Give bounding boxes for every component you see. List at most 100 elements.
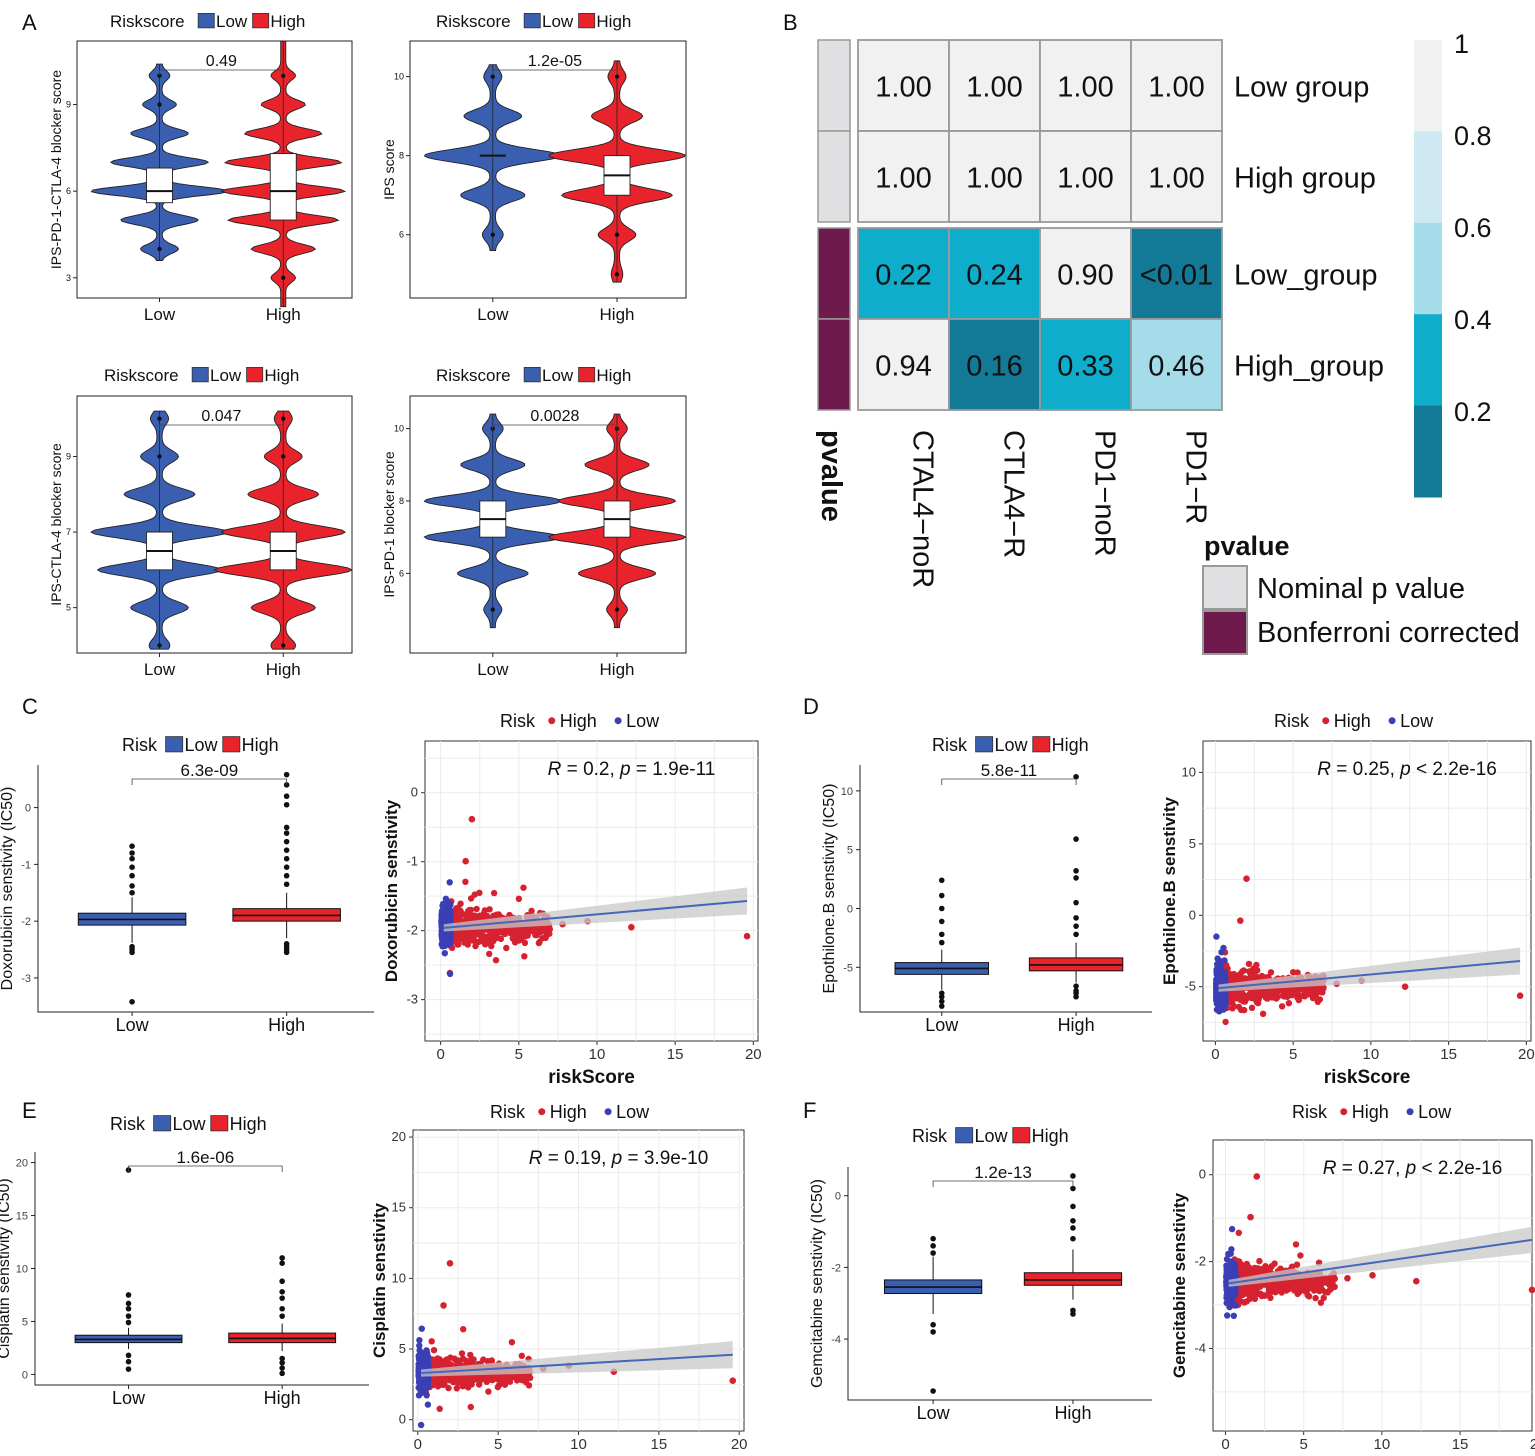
point-high <box>1302 1281 1309 1288</box>
point-high <box>1243 1260 1251 1268</box>
outlier-point <box>283 855 290 862</box>
significance-bracket <box>131 778 288 785</box>
legend-swatch-high <box>222 736 241 753</box>
point-low <box>1230 1312 1238 1320</box>
legend-title: Risk <box>110 1114 146 1134</box>
point-high <box>455 1374 462 1381</box>
gridlines <box>425 741 758 1041</box>
outlier-point <box>279 1289 285 1295</box>
panel-label-f: F <box>803 1098 816 1123</box>
point-high <box>1316 996 1324 1003</box>
point-high <box>430 1347 438 1354</box>
point-high <box>1256 1257 1263 1265</box>
point-high <box>454 1379 461 1387</box>
point-high <box>1274 988 1282 995</box>
outlier-point <box>125 1319 132 1326</box>
x-tick-label: Low <box>477 305 509 324</box>
legend-item-high: High <box>550 1102 587 1122</box>
point-high <box>515 895 523 902</box>
point-high <box>535 939 543 947</box>
outlier-point <box>279 1305 285 1312</box>
point-high <box>1272 1280 1280 1287</box>
point-high <box>433 1381 440 1388</box>
outlier-point <box>938 918 945 925</box>
x-tick-label: 10 <box>1374 1436 1391 1453</box>
outlier-point <box>1070 1217 1076 1224</box>
correlation-stat: R = 0.19, p = 3.9e-10 <box>529 1148 709 1169</box>
cell-value: 1.00 <box>875 72 931 104</box>
x-tick-label: High <box>268 1015 305 1035</box>
point-high <box>1253 991 1261 999</box>
stat-part: p <box>1399 759 1411 780</box>
point-high <box>542 934 549 942</box>
point-high <box>1259 1010 1267 1017</box>
significance-bracket <box>932 1180 1074 1187</box>
x-tick-label: High <box>266 660 301 679</box>
legend-item-low: Low <box>626 711 660 731</box>
legend-swatch-low <box>523 12 541 29</box>
outlier-point <box>125 1292 132 1298</box>
point-low <box>1213 1006 1221 1013</box>
point-high <box>502 1373 509 1380</box>
legend-title: Risk <box>932 735 968 755</box>
outlier-point <box>930 1243 936 1249</box>
scale-segment <box>1414 314 1442 407</box>
point-low <box>439 910 446 917</box>
y-tick-label: 15 <box>392 1200 406 1215</box>
heatmap-cell <box>1039 318 1132 411</box>
point-high <box>1313 1277 1321 1284</box>
y-tick-label: 5 <box>22 1316 28 1328</box>
legend-swatch-low <box>153 1115 172 1132</box>
y-tick-label: 9 <box>66 100 71 110</box>
y-tick-label: 10 <box>394 424 404 434</box>
outlier-point <box>279 1278 285 1285</box>
point-high <box>1267 969 1275 976</box>
y-axis-label: Epothilone.B senstivity <box>1160 796 1179 985</box>
y-tick-label: 9 <box>66 451 71 461</box>
heatmap-cell <box>1039 39 1132 132</box>
point-high <box>1313 1282 1320 1290</box>
panel-label-c: C <box>22 694 38 719</box>
outlier-point <box>930 1321 936 1328</box>
outlier-point <box>279 1370 285 1377</box>
cell-value: 1.00 <box>966 163 1022 195</box>
point-high <box>1278 1289 1285 1296</box>
legend-title: Risk <box>1274 711 1310 731</box>
point-low <box>1227 1250 1234 1257</box>
legend-swatch-high <box>210 1115 229 1132</box>
significance-bracket <box>941 778 1077 785</box>
stat-part: R <box>548 759 562 780</box>
heatmap-cell <box>1039 130 1132 223</box>
point-high <box>525 1382 533 1389</box>
legend-item-low: Low <box>975 1126 1009 1146</box>
point-high <box>1242 1289 1249 1296</box>
outlier-point <box>1070 1173 1076 1179</box>
iqr-box-high <box>269 153 297 221</box>
x-tick-label: 15 <box>1452 1436 1469 1453</box>
regression-line <box>1218 960 1521 990</box>
point-high <box>1237 917 1244 925</box>
point-low <box>440 916 447 923</box>
p-value-label: 1.6e-06 <box>177 1148 235 1167</box>
y-tick-label: 3 <box>66 273 71 283</box>
cell-value: 0.24 <box>966 260 1022 292</box>
point-high <box>1528 1286 1535 1294</box>
stat-part: 3.9e-10 <box>644 1148 708 1169</box>
y-axis-label: Cisplatin senstivity <box>370 1202 389 1357</box>
x-tick-label: High <box>600 305 635 324</box>
correlation-stat: R = 0.25, p < 2.2e-16 <box>1317 759 1497 780</box>
stat-part: p <box>611 1148 623 1169</box>
point-low <box>422 1362 429 1370</box>
significance-bracket <box>492 424 618 430</box>
point-high <box>1286 1283 1293 1290</box>
stat-part: 0.2 <box>583 759 609 780</box>
x-tick-label: 0 <box>1211 1046 1219 1063</box>
point-high <box>440 1302 447 1309</box>
cell-value: 1.00 <box>1057 72 1113 104</box>
y-tick-label: 10 <box>392 1270 406 1285</box>
legend-dot-low <box>1406 1108 1414 1116</box>
point-high <box>1295 1279 1303 1286</box>
